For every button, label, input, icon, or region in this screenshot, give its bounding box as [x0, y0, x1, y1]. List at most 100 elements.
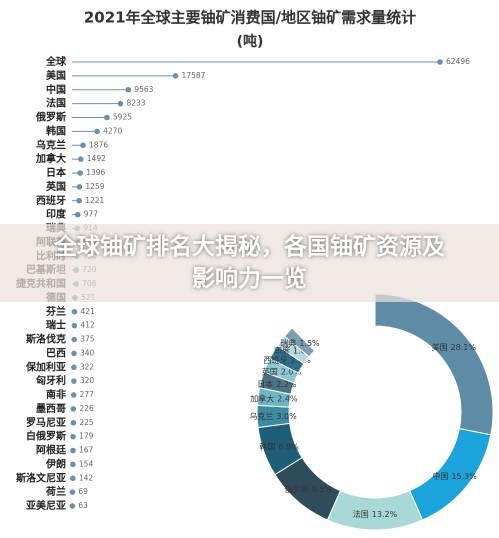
- slice-value: 28.1%: [451, 343, 477, 352]
- dot: [71, 378, 77, 384]
- category-label: 日本: [46, 166, 67, 179]
- category-label: 阿根廷: [36, 444, 67, 457]
- category-label: 俄罗斯: [35, 111, 66, 124]
- value-label: 4270: [103, 126, 122, 135]
- dot: [70, 447, 76, 454]
- category-label: 保加利亚: [25, 360, 66, 373]
- slice-value: 6.8%: [278, 442, 299, 451]
- category-label: 西班牙: [36, 194, 66, 207]
- value-label: 322: [80, 362, 95, 371]
- value-label: 1221: [85, 196, 104, 205]
- slice-value: 3.0%: [276, 411, 297, 420]
- dot: [76, 184, 83, 190]
- value-label: 9563: [134, 85, 153, 94]
- category-label: 加拿大: [35, 152, 66, 165]
- dot: [437, 59, 443, 65]
- slice-label: 俄罗斯 9.5%: [285, 484, 333, 494]
- category-label: 斯洛伐克: [26, 333, 66, 346]
- slice-name: 西班牙: [264, 355, 288, 365]
- dot: [172, 73, 179, 79]
- slice-name: 乌克兰: [249, 410, 273, 420]
- slice-label: 瑞典 1.5%: [280, 337, 320, 347]
- slice-name: 日本: [257, 379, 273, 389]
- category-label: 韩国: [46, 124, 66, 137]
- dot: [71, 350, 77, 357]
- category-label: 南非: [46, 388, 66, 401]
- value-label: 277: [80, 390, 95, 399]
- slice-value: 13.2%: [372, 510, 398, 519]
- value-label: 179: [79, 432, 94, 441]
- dot: [70, 475, 76, 482]
- slice-name: 韩国: [259, 441, 275, 451]
- chart-title: 2021年全球主要铀矿消费国/地区铀矿需求量统计: [84, 9, 416, 27]
- value-label: 5925: [113, 113, 132, 122]
- value-label: 69: [78, 487, 88, 496]
- slice-label: 加拿大 2.4%: [250, 393, 298, 403]
- value-label: 1492: [87, 154, 106, 163]
- dot: [77, 170, 84, 176]
- banner: 全球铀矿排名大揭秘，各国铀矿资源及影响力一览: [0, 224, 499, 302]
- category-label: 印度: [46, 208, 67, 221]
- dot: [70, 461, 76, 468]
- dot: [125, 86, 132, 93]
- value-label: 1396: [86, 168, 105, 177]
- value-label: 1259: [85, 182, 104, 191]
- slice-label: 日本 2.2%: [257, 379, 297, 389]
- value-label: 340: [80, 348, 95, 357]
- category-label: 英国: [45, 180, 66, 193]
- slice-label: 英国 2.0%: [262, 366, 302, 376]
- slice-value: 15.3%: [451, 471, 477, 480]
- slice-name: 法国: [353, 509, 369, 519]
- slice-label: 韩国 6.8%: [259, 441, 299, 451]
- slice-value: 2.2%: [276, 380, 297, 389]
- category-label: 伊朗: [45, 457, 66, 470]
- slice: [408, 428, 492, 521]
- dot: [104, 114, 110, 121]
- slice-value: 2.0%: [281, 367, 302, 376]
- value-label: 17587: [182, 71, 206, 80]
- slice-label: 法国 13.2%: [353, 509, 398, 519]
- category-label: 匈牙利: [36, 374, 66, 387]
- value-label: 1876: [89, 140, 108, 149]
- category-label: 亚美尼亚: [26, 499, 66, 512]
- value-label: 421: [80, 307, 95, 316]
- dot: [77, 156, 84, 162]
- slice-value: 9.5%: [312, 485, 333, 494]
- dot: [74, 211, 81, 218]
- category-label: 白俄罗斯: [26, 430, 66, 443]
- dot: [76, 197, 82, 204]
- category-label: 法国: [46, 97, 66, 110]
- value-label: 320: [80, 376, 95, 385]
- dot: [70, 419, 77, 426]
- category-label: 荷兰: [45, 485, 66, 498]
- dot: [71, 308, 78, 315]
- dot: [70, 433, 76, 440]
- dot: [80, 142, 86, 149]
- dot: [71, 364, 77, 371]
- value-label: 226: [79, 404, 94, 413]
- slice: [374, 293, 494, 436]
- slice-name: 瑞典: [280, 337, 296, 347]
- slice-name: 美国: [432, 342, 448, 352]
- category-label: 芬兰: [45, 305, 66, 318]
- value-label: 62496: [446, 57, 470, 66]
- value-label: 167: [79, 446, 94, 455]
- category-label: 墨西哥: [36, 403, 66, 415]
- dot: [69, 503, 76, 509]
- dot: [70, 392, 77, 398]
- slice-name: 俄罗斯: [285, 484, 309, 494]
- slice-label: 中国 15.3%: [432, 470, 477, 480]
- slice-name: 加拿大: [250, 393, 274, 403]
- chart-subtitle: (吨): [237, 33, 264, 50]
- value-label: 375: [80, 335, 95, 344]
- value-label: 142: [79, 473, 94, 482]
- dot: [117, 100, 124, 107]
- slice-value: 2.4%: [277, 394, 298, 403]
- value-label: 977: [84, 210, 99, 219]
- value-label: 412: [80, 321, 95, 330]
- value-label: 8233: [126, 99, 145, 108]
- category-label: 罗马尼亚: [26, 417, 66, 429]
- value-label: 154: [79, 459, 94, 468]
- slice-value: 1.5%: [299, 338, 320, 347]
